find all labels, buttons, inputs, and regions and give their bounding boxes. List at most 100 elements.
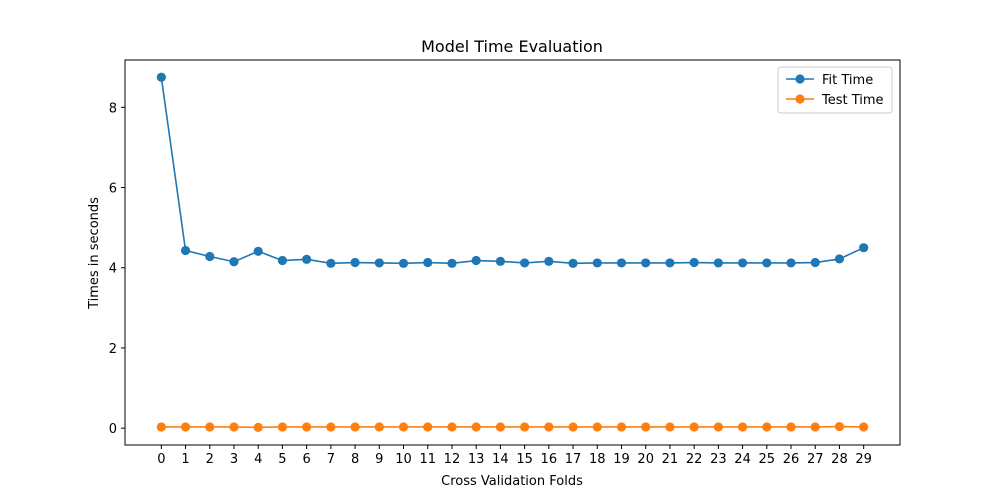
x-tick-label: 9 — [375, 452, 383, 467]
x-tick-label: 17 — [565, 452, 582, 467]
data-point — [495, 422, 505, 432]
data-point — [810, 422, 820, 432]
x-tick-label: 16 — [541, 452, 558, 467]
x-tick-label: 28 — [831, 452, 848, 467]
data-point — [423, 257, 433, 268]
data-point — [544, 422, 554, 432]
data-point — [665, 422, 675, 432]
data-point — [520, 422, 530, 432]
data-point — [762, 258, 772, 268]
data-point — [471, 255, 481, 266]
legend-marker — [795, 94, 805, 104]
data-point — [689, 257, 699, 268]
plot-area-frame — [124, 59, 901, 446]
data-point — [737, 258, 748, 268]
data-point — [447, 422, 457, 432]
data-point — [253, 422, 263, 432]
data-point — [810, 257, 820, 268]
y-tick-label: 6 — [109, 182, 117, 197]
data-point — [374, 422, 384, 432]
series-test-time — [156, 421, 869, 432]
x-tick-label: 25 — [759, 452, 776, 467]
data-point — [568, 258, 578, 268]
data-point — [834, 421, 845, 432]
data-point — [326, 258, 336, 268]
data-point — [616, 422, 627, 432]
data-point — [180, 422, 191, 432]
data-point — [398, 258, 409, 268]
x-tick-label: 27 — [807, 452, 824, 467]
data-point — [592, 258, 602, 268]
x-tick-label: 12 — [444, 452, 461, 467]
x-tick-label: 5 — [278, 452, 286, 467]
x-tick-label: 20 — [637, 452, 654, 467]
data-point — [156, 72, 166, 82]
y-axis-ticks: 0 2 4 6 8 — [109, 101, 125, 437]
data-point — [423, 422, 433, 432]
data-point — [277, 255, 288, 266]
x-tick-label: 22 — [686, 452, 703, 467]
data-point — [592, 422, 602, 432]
data-point — [859, 243, 869, 253]
data-point — [229, 257, 239, 267]
data-point — [762, 422, 772, 432]
data-point — [834, 254, 845, 264]
data-point — [180, 245, 191, 256]
x-tick-label: 18 — [589, 452, 606, 467]
series-line — [161, 425, 864, 429]
legend: Fit Time Test Time — [777, 66, 893, 114]
data-point — [156, 422, 166, 432]
data-point — [326, 422, 336, 432]
data-point — [277, 422, 288, 432]
x-tick-label: 14 — [492, 452, 509, 467]
data-point — [520, 258, 530, 268]
data-point — [471, 422, 481, 432]
y-tick-label: 4 — [109, 262, 117, 277]
data-point — [713, 258, 723, 268]
data-point — [374, 258, 384, 268]
data-point — [229, 422, 239, 432]
data-point — [616, 258, 627, 268]
x-tick-label: 1 — [181, 452, 189, 467]
y-tick-label: 2 — [109, 342, 117, 357]
y-axis-label: Times in seconds — [87, 197, 102, 310]
x-tick-label: 21 — [662, 452, 679, 467]
x-tick-label: 2 — [206, 452, 214, 467]
x-axis-label: Cross Validation Folds — [441, 474, 583, 489]
x-tick-label: 0 — [157, 452, 165, 467]
x-tick-label: 19 — [613, 452, 630, 467]
x-tick-label: 6 — [303, 452, 311, 467]
data-point — [665, 258, 675, 268]
x-axis-ticks: 0 1 2 3 4 5 6 7 8 9 10 11 12 13 14 15 16 17 18 19 20 21 22 23 24… — [157, 445, 872, 467]
legend-entry: Fit Time — [786, 73, 873, 88]
x-tick-label: 26 — [783, 452, 800, 467]
data-point — [544, 256, 554, 266]
data-point — [641, 422, 651, 432]
data-point — [859, 422, 869, 432]
series-layer — [156, 72, 869, 432]
legend-entry: Test Time — [786, 93, 884, 108]
data-point — [689, 422, 699, 432]
x-tick-label: 23 — [710, 452, 727, 467]
x-tick-label: 3 — [230, 452, 238, 467]
series-fit-time — [156, 72, 869, 268]
x-tick-label: 7 — [327, 452, 335, 467]
x-tick-label: 8 — [351, 452, 359, 467]
x-tick-label: 29 — [855, 452, 872, 467]
data-point — [398, 422, 409, 432]
data-point — [302, 422, 312, 432]
data-point — [447, 258, 457, 268]
legend-marker — [795, 74, 805, 84]
data-point — [713, 422, 723, 432]
data-point — [253, 246, 263, 256]
data-point — [495, 256, 505, 266]
data-point — [786, 258, 796, 268]
data-point — [205, 251, 215, 262]
x-tick-label: 11 — [419, 452, 436, 467]
data-point — [786, 422, 796, 432]
data-point — [302, 254, 312, 264]
x-tick-label: 13 — [468, 452, 485, 467]
data-point — [350, 257, 360, 268]
